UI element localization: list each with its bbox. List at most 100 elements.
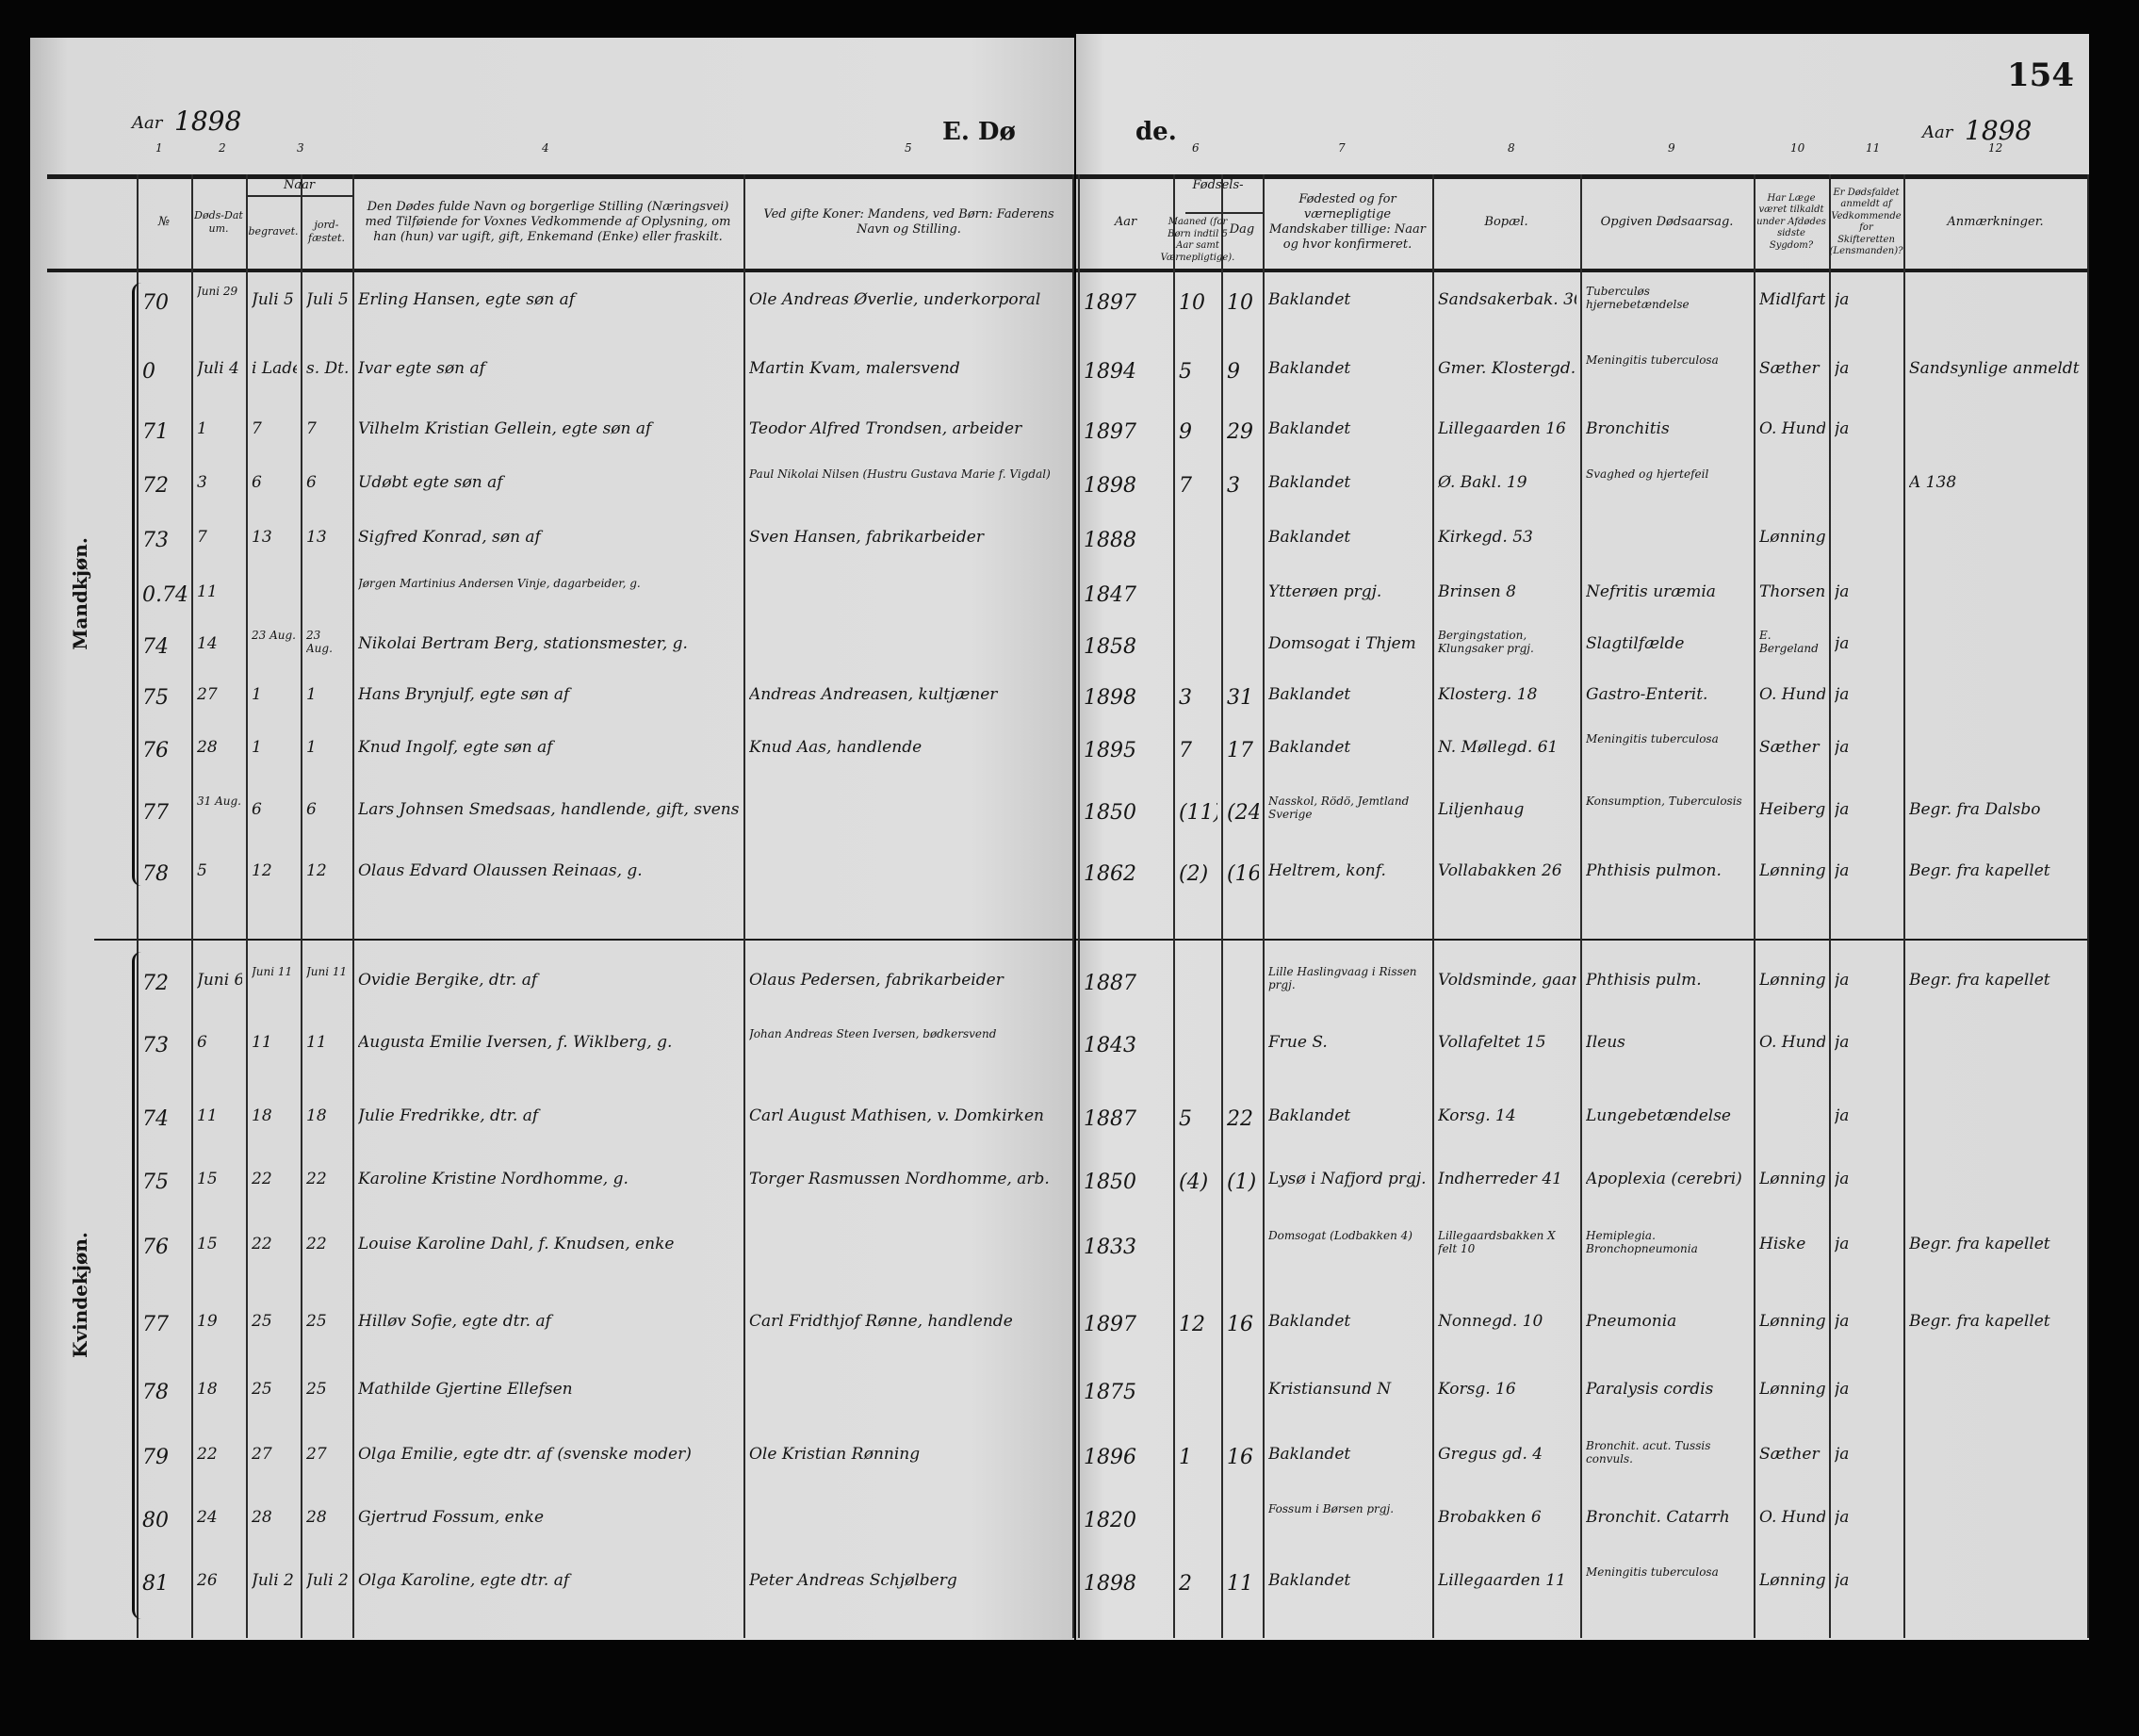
cell-cause: Svaghed og hjertefeil — [1586, 468, 1709, 481]
cell-birthplace: Baklandet — [1268, 291, 1351, 309]
cell-residence: Klosterg. 18 — [1438, 686, 1538, 704]
cell-interred: s. Dt. — [306, 360, 349, 378]
cell-parent: Olaus Pedersen, fabrikarbeider — [749, 972, 1004, 990]
cell-name: Ivar egte søn af — [358, 360, 485, 378]
column-rule — [1580, 174, 1582, 1638]
cell-month: 12 — [1179, 1313, 1205, 1336]
cell-name: Mathilde Gjertine Ellefsen — [358, 1381, 573, 1399]
cell-interred: Juli 5 — [306, 291, 349, 309]
cell-parent: Ole Andreas Øverlie, underkorporal — [749, 291, 1041, 309]
cell-remarks: Begr. fra kapellet — [1909, 1313, 2050, 1331]
cell-buried: 23 Aug. — [252, 630, 296, 642]
cell-birthplace: Baklandet — [1268, 1313, 1351, 1331]
cell-no: 71 — [142, 420, 169, 444]
cell-buried: 7 — [252, 420, 262, 438]
cell-day: 22 — [1227, 1107, 1253, 1131]
cell-residence: Brobakken 6 — [1438, 1509, 1542, 1527]
cell-died: 11 — [197, 1107, 218, 1125]
cell-buried: 25 — [252, 1381, 272, 1399]
cell-day: 17 — [1227, 739, 1253, 762]
cell-buried: 18 — [252, 1107, 272, 1125]
cell-cause: Bronchit. acut. Tussis convuls. — [1586, 1440, 1711, 1466]
cell-birthplace: Domsogat i Thjem — [1268, 635, 1416, 653]
cell-name: Olaus Edvard Olaussen Reinaas, g. — [358, 862, 643, 880]
cell-doctor: Lønning — [1759, 972, 1825, 990]
cell-parent: Andreas Andreasen, kultjæner — [749, 686, 998, 704]
cell-residence: Voldsminde, gaard — [1438, 972, 1576, 990]
column-rule — [1221, 174, 1223, 1638]
header-interred: jord-fæstet. — [308, 219, 345, 244]
cell-interred: Juni 11 — [306, 966, 348, 978]
cell-doctor: Lønning — [1759, 1381, 1825, 1399]
column-rule — [743, 174, 745, 1638]
cell-no: 73 — [142, 1034, 169, 1057]
cell-no: 72 — [142, 474, 169, 498]
cell-reported: ja — [1835, 1171, 1850, 1188]
cell-residence: Kirkegd. 53 — [1438, 529, 1533, 547]
cell-died: 31 Aug. — [197, 795, 241, 808]
cell-remarks: Begr. fra kapellet — [1909, 972, 2050, 990]
cell-birthplace: Lille Haslingvaag i Rissen prgj. — [1268, 966, 1417, 991]
cell-cause: Nefritis uræmia — [1586, 583, 1716, 601]
cell-year: 1847 — [1084, 583, 1136, 607]
cell-doctor: Lønning — [1759, 1313, 1825, 1331]
cell-parent: Peter Andreas Schjølberg — [749, 1572, 957, 1590]
cell-birthplace: Baklandet — [1268, 1107, 1351, 1125]
cell-reported: ja — [1835, 1034, 1850, 1052]
title-left: E. Dø — [942, 118, 1016, 146]
cell-reported: ja — [1835, 360, 1850, 378]
cell-buried: Juli 5 — [252, 291, 294, 309]
cell-name: Olga Karoline, egte dtr. af — [358, 1572, 570, 1590]
cell-day: 9 — [1227, 360, 1240, 384]
header-day: Dag — [1229, 221, 1255, 237]
cell-day: (16) — [1227, 862, 1259, 886]
cell-died: 11 — [197, 583, 218, 601]
cell-year: 1850 — [1084, 1171, 1136, 1194]
cell-name: Olga Emilie, egte dtr. af (svenske moder… — [358, 1446, 692, 1464]
cell-remarks: Begr. fra kapellet — [1909, 862, 2050, 880]
cell-birthplace: Baklandet — [1268, 1446, 1351, 1464]
cell-no: 77 — [142, 801, 169, 825]
cell-year: 1895 — [1084, 739, 1136, 762]
column-rule — [1432, 174, 1434, 1638]
cell-buried: 1 — [252, 686, 262, 704]
column-rule — [1903, 174, 1905, 1638]
cell-residence: Indherreder 41 — [1438, 1171, 1562, 1188]
cell-interred: 25 — [306, 1381, 327, 1399]
cell-birthplace: Baklandet — [1268, 1572, 1351, 1590]
cell-cause: Lungebetændelse — [1586, 1107, 1731, 1125]
cell-died: Juni 6 — [197, 972, 242, 990]
cell-birthplace: Ytterøen prgj. — [1268, 583, 1382, 601]
cell-buried: 25 — [252, 1313, 272, 1331]
header-no: № — [157, 214, 171, 229]
cell-doctor: Sæther — [1759, 739, 1820, 757]
cell-reported: ja — [1835, 1446, 1850, 1464]
column-rule — [191, 174, 193, 1638]
cell-day: 16 — [1227, 1313, 1253, 1336]
cell-died: Juli 4 — [197, 360, 239, 378]
cell-died: 18 — [197, 1381, 218, 1399]
cell-year: 1833 — [1084, 1236, 1136, 1259]
cell-day: 3 — [1227, 474, 1240, 498]
cell-reported: ja — [1835, 972, 1850, 990]
cell-reported: ja — [1835, 583, 1850, 601]
cell-reported: ja — [1835, 1313, 1850, 1331]
column-rule — [301, 174, 302, 1638]
cell-interred: 28 — [306, 1509, 327, 1527]
cell-doctor: Midlfart — [1759, 291, 1825, 309]
cell-residence: Brinsen 8 — [1438, 583, 1516, 601]
cell-parent: Paul Nikolai Nilsen (Hustru Gustava Mari… — [749, 468, 1051, 481]
cell-birthplace: Baklandet — [1268, 474, 1351, 492]
cell-died: 5 — [197, 862, 207, 880]
cell-no: 74 — [142, 1107, 169, 1131]
cell-day: (1) — [1227, 1171, 1257, 1194]
column-number: 10 — [1790, 141, 1805, 155]
cell-parent: Knud Aas, handlende — [749, 739, 923, 757]
cell-residence: Korsg. 14 — [1438, 1107, 1516, 1125]
cell-birthplace: Baklandet — [1268, 360, 1351, 378]
cell-name: Hilløv Sofie, egte dtr. af — [358, 1313, 551, 1331]
column-rule — [137, 174, 139, 1638]
cell-remarks: Begr. fra Dalsbo — [1909, 801, 2041, 819]
cell-month: 9 — [1179, 420, 1192, 444]
cell-year: 1898 — [1084, 1572, 1136, 1596]
